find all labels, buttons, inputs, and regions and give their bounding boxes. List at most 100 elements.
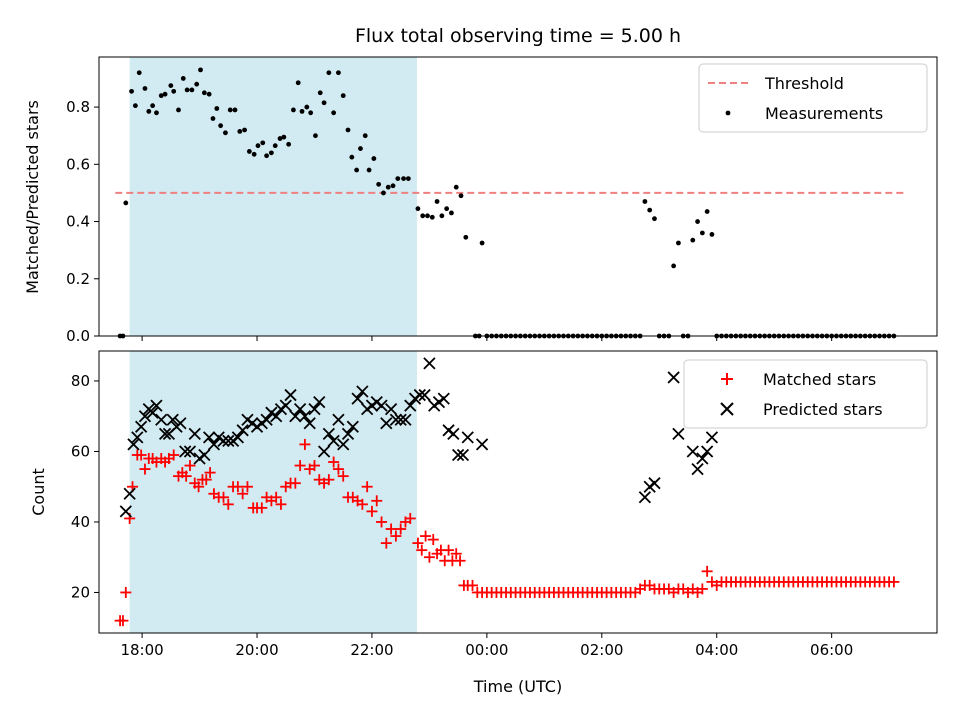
measurement-point <box>704 209 710 214</box>
top-legend-box <box>698 63 928 133</box>
measurement-point <box>381 190 386 196</box>
predicted-star-point <box>222 434 235 448</box>
predicted-star-point <box>322 427 335 440</box>
matched-star-point <box>204 467 216 479</box>
predicted-star-point <box>279 399 292 412</box>
chart-title: Flux total observing time = 5.00 h <box>355 25 681 47</box>
matched-star-point <box>390 530 402 542</box>
y-tick-label: 0.2 <box>66 270 90 288</box>
predicted-star-point <box>183 445 197 458</box>
matched-star-point <box>139 463 151 475</box>
x-tick-label: 00:00 <box>465 641 508 659</box>
x-tick-label: 06:00 <box>810 641 853 659</box>
y-tick-label: 0.4 <box>66 213 90 231</box>
measurement-point <box>362 133 368 139</box>
legend-threshold-label: Threshold <box>764 74 844 93</box>
predicted-star-point <box>123 487 136 500</box>
matched-star-point <box>385 523 397 535</box>
measurement-point <box>189 87 195 93</box>
predicted-star-point <box>399 413 412 426</box>
predicted-star-point <box>198 448 211 462</box>
measurement-point <box>349 154 355 160</box>
predicted-star-point <box>327 434 340 448</box>
measurement-point <box>162 91 168 97</box>
measurement-point <box>336 70 341 76</box>
predicted-star-point <box>236 424 249 437</box>
measurement-point <box>295 80 301 86</box>
measurement-point <box>371 156 377 161</box>
matched-star-point <box>222 498 234 510</box>
measurement-point <box>194 81 200 87</box>
predicted-star-point <box>188 427 201 440</box>
measurement-point <box>425 213 430 219</box>
predicted-star-point <box>260 413 273 426</box>
matched-star-point <box>356 498 368 510</box>
predicted-star-point <box>437 392 450 405</box>
measurement-point <box>345 127 351 133</box>
matched-star-point <box>117 615 129 627</box>
y-tick-label: 20 <box>71 583 90 601</box>
x-axis-label: Time (UTC) <box>473 677 562 696</box>
measurement-point <box>331 110 337 116</box>
measurement-point <box>405 176 411 182</box>
predicted-star-point <box>389 413 403 426</box>
matched-star-point <box>275 498 287 510</box>
measurement-point <box>390 183 396 189</box>
matched-star-point <box>323 474 335 486</box>
predicted-star-point <box>150 399 163 412</box>
measurement-point <box>317 90 323 96</box>
measurement-point <box>281 134 287 140</box>
predicted-star-point <box>404 399 417 412</box>
measurement-point <box>136 70 142 76</box>
matched-star-point <box>416 544 428 556</box>
matched-star-point <box>443 544 455 556</box>
measurement-point <box>326 70 332 76</box>
measurement-point <box>237 129 243 134</box>
measurement-point <box>453 184 459 190</box>
predicted-star-point <box>696 452 709 465</box>
predicted-star-point <box>303 417 316 430</box>
measurement-point <box>671 263 677 269</box>
measurement-point <box>308 110 314 116</box>
predicted-star-point <box>418 388 431 402</box>
measurement-point <box>171 88 177 94</box>
predicted-star-point <box>351 392 364 405</box>
predicted-star-point <box>691 462 704 476</box>
predicted-star-point <box>119 505 132 518</box>
measurement-point <box>232 107 238 113</box>
measurement-point <box>206 91 212 97</box>
measurement-point <box>129 88 134 94</box>
predicted-star-point <box>456 448 470 462</box>
predicted-star-point <box>705 431 719 444</box>
bottom-shaded-span <box>129 351 417 633</box>
matched-star-point <box>701 565 713 577</box>
y-tick-label: 0.6 <box>66 155 90 173</box>
matched-star-point <box>294 460 306 472</box>
top-panel: 0.00.20.40.60.8 Matched/Predicted stars … <box>23 56 938 345</box>
measurement-point <box>299 108 305 114</box>
matched-star-points <box>114 438 900 627</box>
x-tick-label: 20:00 <box>235 641 278 659</box>
predicted-star-point <box>380 417 393 430</box>
measurement-point <box>429 214 435 220</box>
predicted-star-point <box>375 399 388 412</box>
measurement-point <box>268 150 274 156</box>
predicted-star-point <box>138 410 152 423</box>
x-tick-label: 18:00 <box>120 641 163 659</box>
measurement-point <box>439 213 445 219</box>
predicted-star-point <box>127 438 140 451</box>
matched-star-point <box>328 456 340 468</box>
predicted-star-point <box>447 427 460 440</box>
measurement-point <box>246 149 252 154</box>
matched-star-point <box>289 477 301 489</box>
predicted-star-point <box>289 410 302 423</box>
measurement-point <box>184 87 190 93</box>
measurement-point <box>321 100 327 106</box>
measurement-point <box>227 107 233 113</box>
matched-star-point <box>120 586 132 598</box>
measurement-point <box>214 106 220 111</box>
matched-star-point <box>332 463 344 475</box>
matched-star-point <box>308 460 320 472</box>
measurement-point <box>260 140 266 146</box>
measurement-point <box>158 93 164 99</box>
